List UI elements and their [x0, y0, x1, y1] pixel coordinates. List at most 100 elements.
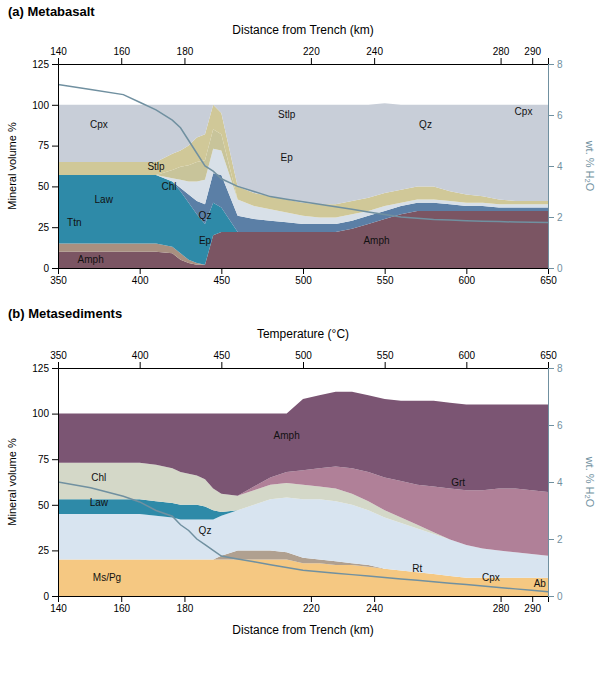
tick-label: 350: [50, 275, 67, 286]
annotation: Qz: [199, 210, 212, 221]
annotation: Cpx: [90, 119, 108, 130]
tick: 450: [213, 268, 230, 286]
tick-mark: [52, 105, 58, 106]
tick-mark: [311, 58, 312, 64]
y-axis: 0255075100125: [32, 59, 58, 274]
tick-label: 400: [132, 350, 149, 361]
tick-label: 2: [557, 534, 563, 545]
tick-label: 650: [540, 275, 557, 286]
axis-title: Mineral volume %: [6, 438, 18, 526]
tick-mark: [58, 362, 59, 368]
tick-label: 75: [38, 454, 50, 465]
x2-axis: 140160180220240280290: [50, 46, 548, 65]
tick: 125: [32, 59, 58, 70]
tick-label: 4: [557, 477, 563, 488]
tick: 0: [548, 263, 563, 274]
tick-mark: [548, 368, 554, 369]
tick-mark: [501, 58, 502, 64]
tick: 75: [38, 454, 58, 465]
tick-label: 125: [32, 363, 49, 374]
y2-axis: 02468: [548, 363, 563, 602]
tick-mark: [303, 268, 304, 274]
tick-label: 75: [38, 140, 50, 151]
axis-line: [52, 65, 59, 269]
tick-label: 600: [458, 350, 475, 361]
tick-mark: [532, 58, 533, 64]
tick: 8: [548, 363, 563, 374]
tick: 180: [177, 46, 194, 64]
tick: 6: [548, 110, 563, 121]
tick-mark: [548, 268, 554, 269]
area: [58, 392, 548, 496]
annotation: Chl: [91, 472, 106, 483]
tick-label: 0: [43, 591, 49, 602]
axis-title: Distance from Trench (km): [232, 623, 373, 637]
tick-mark: [221, 268, 222, 274]
annotation: Amph: [78, 254, 104, 265]
tick-mark: [140, 362, 141, 368]
tick-label: 180: [177, 46, 194, 57]
tick: 550: [377, 268, 394, 286]
tick-mark: [52, 550, 58, 551]
annotation: Cpx: [515, 106, 533, 117]
tick-mark: [121, 58, 122, 64]
tick-label: 50: [38, 181, 50, 192]
tick-mark: [385, 362, 386, 368]
plot-area: [58, 392, 548, 596]
tick-label: 400: [132, 275, 149, 286]
panel: 3504004505005506006501401601802202402802…: [6, 4, 596, 286]
tick-label: 125: [32, 59, 49, 70]
annotations: AmphChlLawQzMs/PgGrtRtCpxAb: [90, 430, 547, 589]
tick: 350: [50, 350, 67, 368]
plot-area: [58, 84, 548, 268]
tick: 100: [32, 100, 58, 111]
tick-mark: [548, 166, 554, 167]
tick: 125: [32, 363, 58, 374]
tick: 650: [540, 268, 557, 286]
panel: 3504004505005506006501401601802202402802…: [6, 306, 596, 637]
annotation: Chl: [162, 181, 177, 192]
axis-line: [59, 362, 549, 369]
tick: 290: [524, 46, 541, 64]
axis-line: [59, 58, 549, 65]
tick: 100: [32, 408, 58, 419]
tick: 220: [303, 46, 320, 64]
annotation: Law: [95, 194, 114, 205]
tick: 350: [50, 268, 67, 286]
annotation: Grt: [451, 477, 465, 488]
tick: 280: [493, 596, 510, 614]
tick-label: 25: [38, 545, 50, 556]
tick-mark: [52, 505, 58, 506]
tick-label: 160: [113, 603, 130, 614]
tick-mark: [184, 596, 185, 602]
tick-mark: [52, 459, 58, 460]
tick-label: 0: [557, 591, 563, 602]
tick: 0: [548, 591, 563, 602]
tick-label: 50: [38, 500, 50, 511]
tick-label: 100: [32, 100, 49, 111]
tick-mark: [311, 596, 312, 602]
axis-title: Mineral volume %: [6, 122, 18, 210]
axis-title: wt. % H₂O: [584, 140, 596, 192]
tick: 75: [38, 140, 58, 151]
axis-line: [52, 369, 59, 597]
tick: 550: [377, 350, 394, 368]
annotation: Ttn: [67, 217, 81, 228]
axis-title: wt. % H₂O: [584, 456, 596, 508]
tick-label: 650: [540, 350, 557, 361]
tick: 600: [458, 350, 475, 368]
tick-label: 500: [295, 275, 312, 286]
tick-mark: [374, 58, 375, 64]
tick-label: 350: [50, 350, 67, 361]
title: (b) Metasediments: [8, 306, 122, 321]
annotation: Stlp: [278, 109, 296, 120]
tick: 220: [303, 596, 320, 614]
tick: 400: [132, 350, 149, 368]
y2-axis: 02468: [548, 59, 563, 274]
tick-mark: [52, 64, 58, 65]
tick: 160: [113, 46, 130, 64]
tick-label: 0: [557, 263, 563, 274]
annotation: Stlp: [147, 161, 165, 172]
tick-mark: [548, 115, 554, 116]
tick-mark: [221, 362, 222, 368]
